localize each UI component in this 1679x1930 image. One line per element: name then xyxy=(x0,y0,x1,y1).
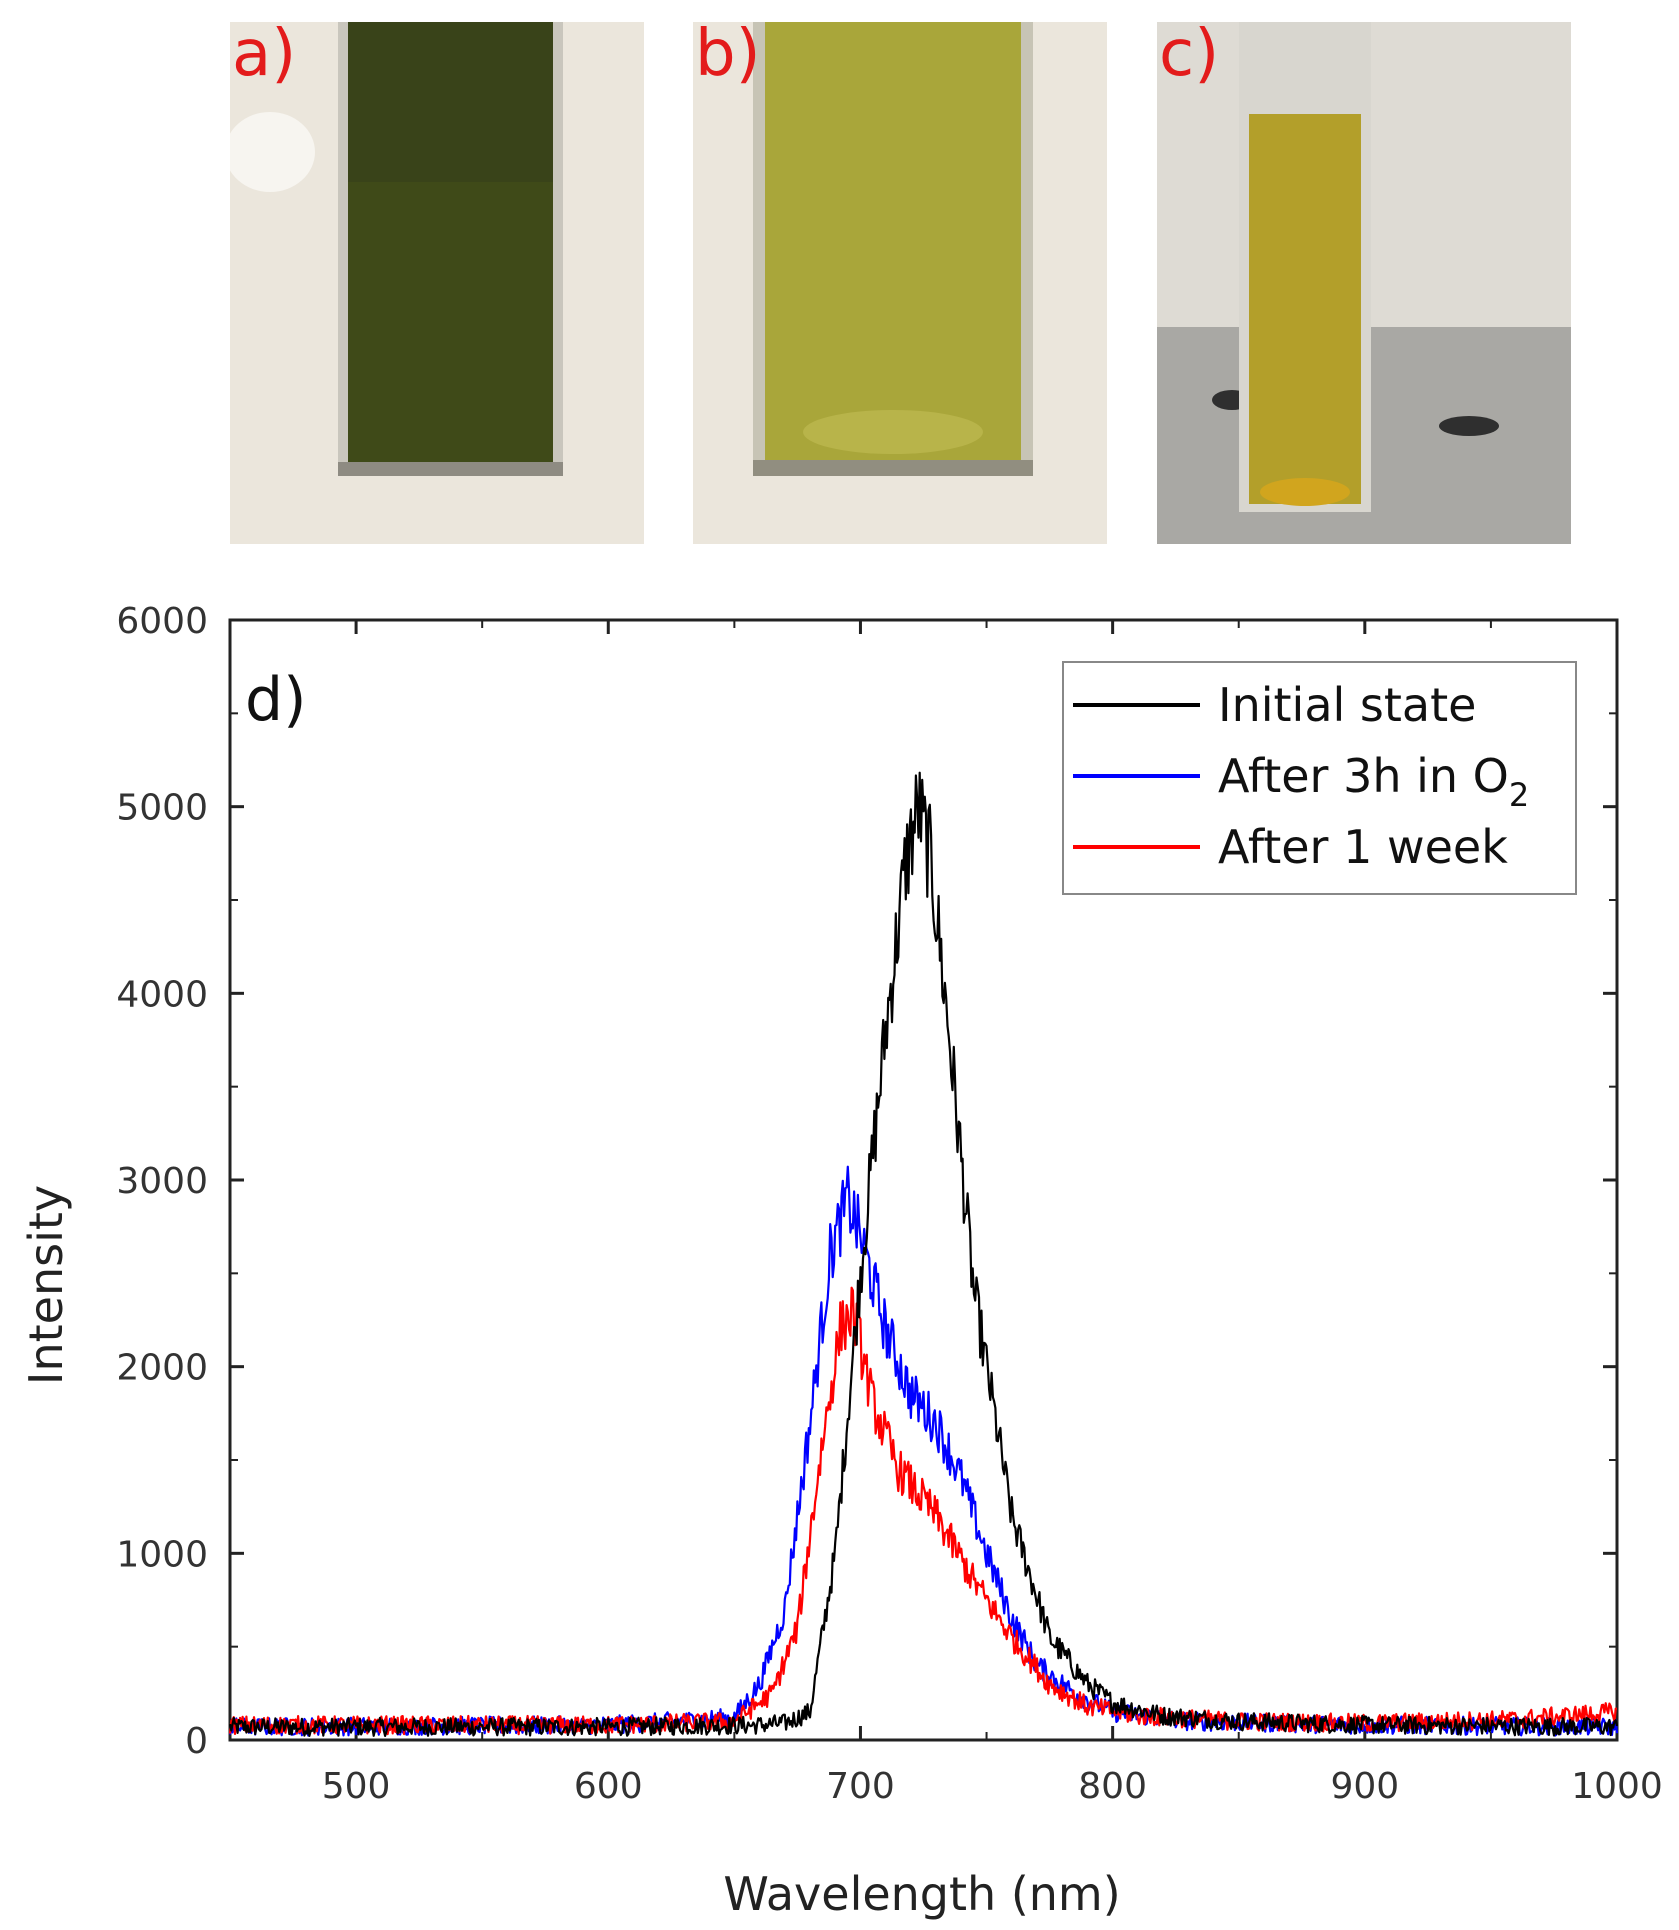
x-tick-label: 500 xyxy=(322,1766,391,1807)
x-tick-label: 600 xyxy=(574,1766,643,1807)
y-tick-label: 6000 xyxy=(116,601,208,642)
legend-label-week: After 1 week xyxy=(1218,820,1508,874)
photo-b-label: b) xyxy=(695,22,761,91)
y-tick-label: 2000 xyxy=(116,1348,208,1389)
legend-label-initial: Initial state xyxy=(1218,678,1476,732)
legend-label-o2: After 3h in O2 xyxy=(1218,749,1529,814)
cuvette-b-liquid xyxy=(765,22,1021,460)
x-axis-title: Wavelength (nm) xyxy=(723,1867,1120,1921)
x-tick-label: 700 xyxy=(826,1766,895,1807)
cuvette-c-liquid xyxy=(1249,114,1361,504)
y-tick-label: 1000 xyxy=(116,1534,208,1575)
x-tick-label: 1000 xyxy=(1571,1766,1663,1807)
series-line-after-1-week xyxy=(228,1286,1618,1736)
y-tick-label: 3000 xyxy=(116,1161,208,1202)
photo-c-label: c) xyxy=(1159,22,1220,91)
x-tick-label: 800 xyxy=(1078,1766,1147,1807)
y-tick-label: 4000 xyxy=(116,974,208,1015)
emission-spectrum-chart: 0 1000 2000 3000 4000 5000 6000 500 600 700 800 90… xyxy=(19,601,1663,1921)
photo-c: c) xyxy=(1157,22,1571,544)
y-axis-title: Intensity xyxy=(19,1185,73,1385)
series-line-initial-state xyxy=(228,771,1619,1737)
y-tick-label: 5000 xyxy=(116,788,208,829)
panel-label: d) xyxy=(245,665,307,735)
x-tick-label: 900 xyxy=(1330,1766,1399,1807)
photo-b: b) xyxy=(693,22,1107,544)
y-tick-label: 0 xyxy=(185,1721,208,1762)
photo-a-label: a) xyxy=(232,22,297,91)
series-line-after-3h-o2 xyxy=(228,1165,1619,1737)
photo-a: a) xyxy=(230,22,644,544)
legend: Initial state After 3h in O2 After 1 wee… xyxy=(1062,661,1577,895)
